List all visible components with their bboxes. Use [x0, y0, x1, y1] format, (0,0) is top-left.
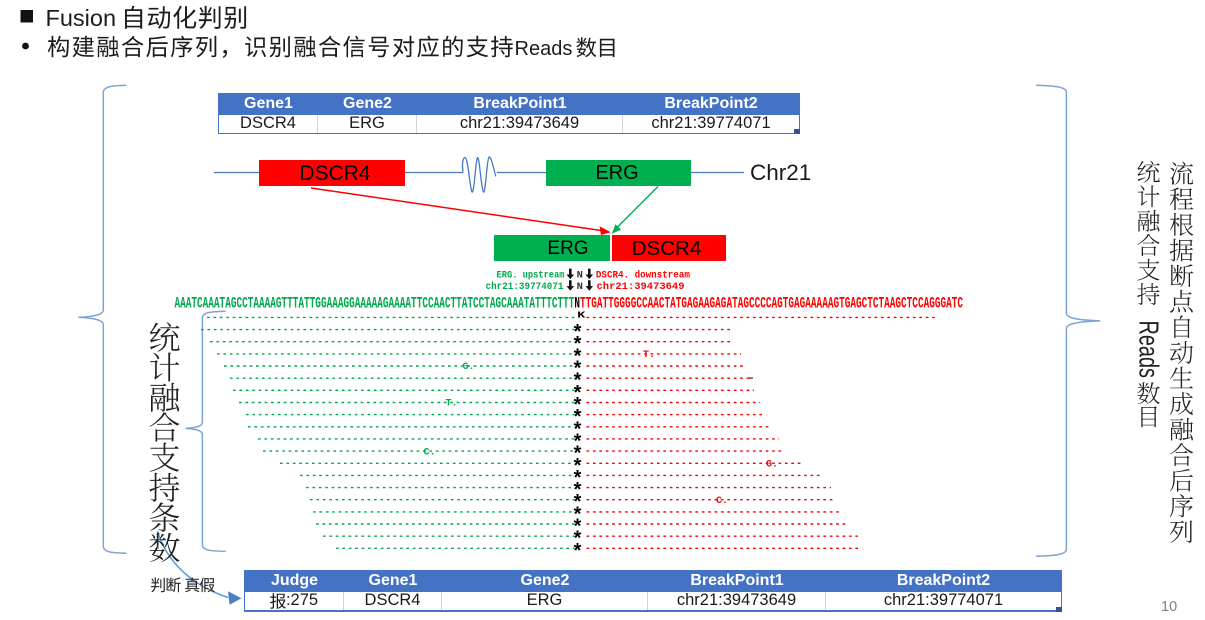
svg-text:*: *	[572, 481, 584, 504]
svg-text:*: *	[572, 493, 584, 516]
svg-text:C.: C.	[716, 496, 728, 507]
svg-text:Reads: Reads	[515, 38, 573, 60]
svg-text:*: *	[572, 420, 584, 443]
svg-text:chr21:39774071: chr21:39774071	[486, 281, 564, 293]
svg-text:*: *	[572, 323, 584, 346]
svg-text:AAATCAAATAGCCTAAAAGTTTATTGGAAA: AAATCAAATAGCCTAAAAGTTTATTGGAAAGGAAAAAGAA…	[175, 294, 575, 312]
svg-text:*: *	[572, 408, 584, 431]
svg-text:*: *	[572, 347, 584, 370]
svg-text:Reads: Reads	[1134, 321, 1165, 379]
svg-text:*: *	[572, 396, 584, 419]
svg-text:*: *	[572, 335, 584, 358]
svg-text:T.: T.	[643, 350, 655, 361]
svg-text:*: *	[572, 384, 584, 407]
svg-text:ERG. upstream: ERG. upstream	[497, 270, 565, 281]
svg-text:TTGATTGGGGCCAACTATGAGAAGAGATAG: TTGATTGGGGCCAACTATGAGAAGAGATAGCCCCAGTGAG…	[580, 294, 963, 312]
svg-text:N: N	[577, 269, 583, 281]
svg-text:DSCR4. downstream: DSCR4. downstream	[596, 269, 690, 281]
svg-text:*: *	[572, 372, 584, 395]
svg-text:N: N	[574, 294, 580, 312]
svg-text:G.: G.	[463, 362, 475, 373]
svg-text:*: *	[572, 445, 584, 468]
svg-text:*: *	[572, 360, 584, 383]
svg-text:N: N	[577, 281, 583, 293]
svg-text:*: *	[572, 530, 584, 553]
svg-text:*: *	[572, 457, 584, 480]
svg-text:*: *	[572, 518, 584, 541]
svg-text:K: K	[577, 310, 585, 321]
svg-text:*: *	[572, 469, 584, 492]
svg-text:chr21:39473649: chr21:39473649	[597, 281, 685, 293]
svg-text:*: *	[572, 432, 584, 455]
svg-text:*: *	[572, 542, 584, 565]
svg-text:Fusion: Fusion	[46, 5, 117, 31]
svg-text:C.: C.	[424, 447, 436, 458]
svg-text:T.: T.	[446, 399, 458, 410]
svg-text:*: *	[572, 505, 584, 528]
svg-text:G.: G.	[766, 460, 778, 471]
